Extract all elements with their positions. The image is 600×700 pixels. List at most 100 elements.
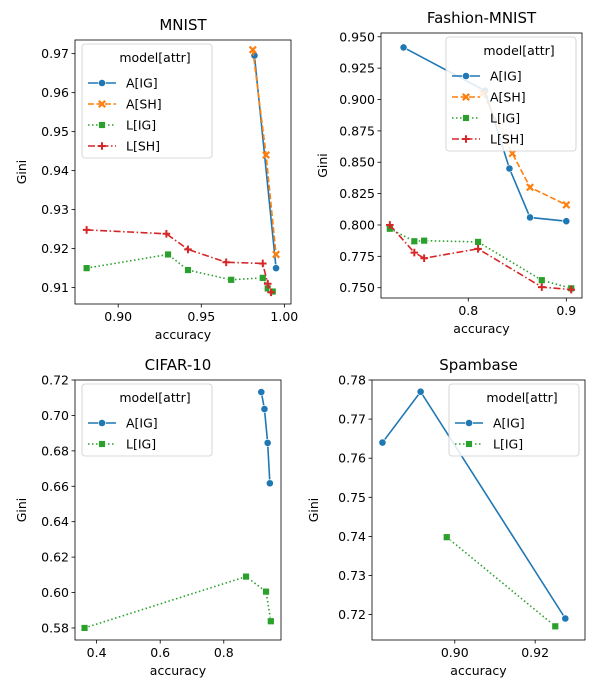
data-point [242,572,250,581]
data-point [378,438,387,447]
data-point [259,274,267,282]
y-tick-label: 0.950 [339,29,375,44]
y-tick-label: 0.75 [338,490,366,505]
y-tick-label: 0.74 [338,529,366,544]
y-tick-label: 0.825 [339,186,375,201]
series-line [260,391,271,484]
data-point [262,587,270,596]
legend-title: model[attr] [486,390,557,405]
data-point [561,614,570,623]
series-aig [378,387,570,623]
axes-frame [371,379,586,641]
data-point [82,264,91,272]
data-point [474,245,482,253]
series-line [84,575,272,629]
panel-fashion-mnist: Fashion-MNIST 0.8 0.9 0.750 0.775 0.800 0.825 0… [315,9,583,336]
x-axis-label: accuracy [155,327,212,342]
y-tick-label: 0.68 [41,443,69,458]
legend-marker [98,440,106,448]
data-point [248,45,257,54]
legend-item-aig: A[IG] [88,416,158,431]
x-tick-label: 0.92 [521,645,549,660]
legend-title: model[attr] [119,50,190,65]
axes-frame [74,39,292,305]
plot-area [82,45,281,297]
legend-label: A[IG] [490,69,522,84]
legend-marker [98,142,106,150]
y-tick-label: 0.58 [41,620,69,635]
x-axis-label: accuracy [453,321,510,336]
data-point [184,245,192,254]
legend-item-lsh: L[SH] [452,132,524,147]
legend-label: L[SH] [126,139,160,154]
legend-label: A[IG] [126,76,158,91]
axes-frame [74,379,282,641]
y-tick-label: 0.775 [339,249,375,264]
data-point [562,200,571,209]
y-tick-label: 0.62 [41,550,69,565]
legend-marker [98,79,106,87]
series-lig [386,225,575,293]
data-point [526,183,535,192]
chart-title: CIFAR-10 [145,356,212,374]
data-point [80,624,89,632]
x-axis-label: accuracy [150,663,207,678]
series-line [389,224,572,291]
data-point [267,288,275,297]
data-point [265,479,274,488]
legend-marker [465,419,473,427]
series-aig [257,388,274,488]
chart-title: MNIST [159,16,207,34]
series-line [86,229,272,293]
y-tick-label: 0.66 [41,479,69,494]
data-point [222,258,230,267]
legend-item-ash: A[SH] [452,90,526,105]
legend-marker [465,440,473,448]
y-tick-label: 0.900 [339,92,375,107]
legend-label: A[SH] [490,90,526,105]
legend-label: A[IG] [493,416,525,431]
series-line [482,92,567,206]
legend-label: L[IG] [126,437,156,452]
y-axis-label: Gini [306,498,321,523]
legend-box [81,383,213,457]
y-tick-label: 0.70 [41,408,69,423]
x-tick-label: 0.6 [150,645,170,660]
data-point [272,264,280,273]
legend-marker [98,121,106,129]
plot-area [80,388,275,632]
data-point [420,254,428,263]
x-tick-label: 0.9 [556,303,576,318]
y-axis-label: Gini [14,160,29,185]
legend: model[attr] A[IG] A[SH] L[IG] L[SH] [445,36,577,152]
y-tick-label: 0.91 [41,280,69,295]
y-tick-label: 0.94 [41,163,69,178]
data-point [260,405,269,413]
x-tick-label: 0.8 [214,645,234,660]
series-lig [82,250,277,296]
y-tick-label: 0.72 [338,607,366,622]
data-point [505,164,514,173]
y-tick-label: 0.76 [338,451,366,466]
data-point [162,230,171,238]
panel-mnist: MNIST 0.90 0.95 1.00 0.91 0.92 0.93 0.94 0.95 0.9… [14,16,298,342]
chart-title: Fashion-MNIST [427,9,537,27]
data-point [416,387,425,396]
series-lsh [82,226,275,297]
y-axis-label: Gini [315,153,330,178]
x-axis-label: accuracy [450,663,507,678]
y-tick-label: 0.92 [41,241,69,256]
legend-item-lsh: L[SH] [88,139,160,154]
y-tick-label: 0.875 [339,123,375,138]
legend-marker [462,114,470,122]
y-tick-label: 0.750 [339,280,375,295]
data-point [410,248,419,257]
y-tick-label: 0.97 [41,46,69,61]
y-tick-label: 0.60 [41,585,69,600]
legend: model[attr] A[IG] L[IG] [81,383,213,457]
data-point [410,237,419,245]
data-point [538,276,546,284]
legend-label: A[SH] [126,97,162,112]
x-tick-label: 1.00 [270,309,298,324]
